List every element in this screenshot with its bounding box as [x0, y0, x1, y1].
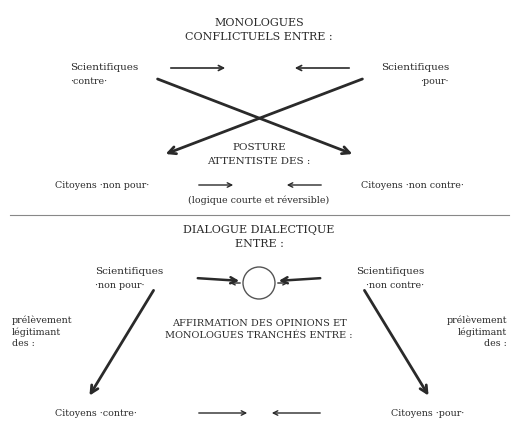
Text: Citoyens ·non pour·: Citoyens ·non pour·	[55, 181, 149, 190]
Text: Scientifiques: Scientifiques	[70, 64, 138, 73]
Text: MONOLOGUES TRANCHÉS ENTRE :: MONOLOGUES TRANCHÉS ENTRE :	[165, 332, 353, 340]
Text: (logique courte et réversible): (logique courte et réversible)	[188, 195, 330, 205]
Text: Scientifiques: Scientifiques	[95, 267, 163, 276]
Text: des :: des :	[484, 340, 507, 348]
Text: MONOLOGUES: MONOLOGUES	[214, 18, 304, 28]
Text: ·contre·: ·contre·	[70, 77, 107, 86]
Text: CONFLICTUELS ENTRE :: CONFLICTUELS ENTRE :	[185, 32, 333, 42]
Text: Scientifiques: Scientifiques	[356, 267, 424, 276]
Text: ·non pour·: ·non pour·	[95, 280, 144, 290]
Text: Scientifiques: Scientifiques	[381, 64, 449, 73]
Text: légitimant: légitimant	[458, 327, 507, 337]
Text: légitimant: légitimant	[12, 327, 61, 337]
Text: des :: des :	[12, 340, 35, 348]
Circle shape	[243, 267, 275, 299]
Text: Citoyens ·contre·: Citoyens ·contre·	[55, 409, 137, 417]
Text: Citoyens ·pour·: Citoyens ·pour·	[391, 409, 464, 417]
Text: prélèvement: prélèvement	[12, 315, 73, 325]
Text: ATTENTISTE DES :: ATTENTISTE DES :	[207, 157, 311, 166]
Text: ENTRE :: ENTRE :	[235, 239, 283, 249]
Text: POSTURE: POSTURE	[232, 143, 286, 153]
Text: ·pour·: ·pour·	[420, 77, 449, 86]
Text: prélèvement: prélèvement	[446, 315, 507, 325]
Text: AFFIRMATION DES OPINIONS ET: AFFIRMATION DES OPINIONS ET	[172, 319, 346, 328]
Text: ·non contre·: ·non contre·	[366, 280, 424, 290]
Text: Citoyens ·non contre·: Citoyens ·non contre·	[361, 181, 464, 190]
Text: DIALOGUE DIALECTIQUE: DIALOGUE DIALECTIQUE	[183, 225, 335, 235]
